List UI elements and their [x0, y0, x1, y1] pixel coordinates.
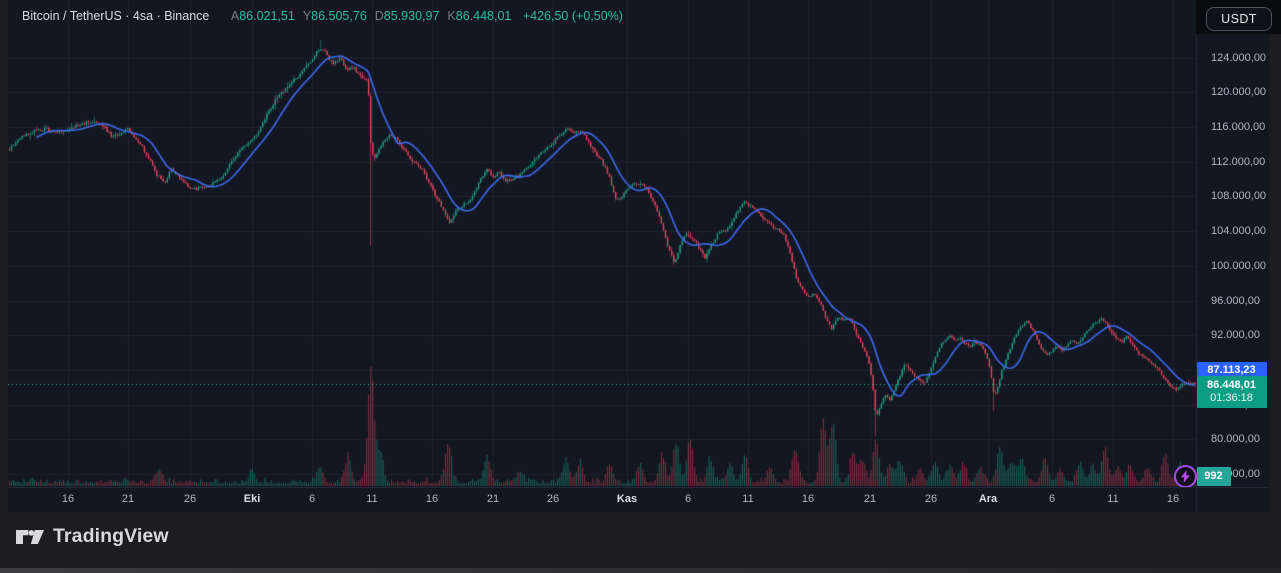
currency-toggle-button[interactable]: USDT	[1206, 7, 1272, 31]
price-axis-label: 124.000,00	[1211, 51, 1267, 64]
tradingview-logo-icon	[16, 529, 44, 544]
price-axis-label: 92.000,00	[1211, 329, 1260, 342]
price-axis-label: 96.000,00	[1211, 294, 1260, 307]
lightning-bolt-icon	[1181, 470, 1190, 483]
time-axis-label: 11	[1107, 493, 1119, 505]
chart-panel: Bitcoin / TetherUS · 4sa · Binance A86.0…	[8, 0, 1281, 512]
time-axis-label: 11	[742, 493, 754, 505]
time-axis-label: 6	[308, 493, 316, 505]
price-chart-canvas[interactable]	[8, 0, 1269, 512]
price-axis-label: 108.000,00	[1211, 190, 1267, 203]
time-axis-label: 11	[366, 493, 378, 505]
price-axis-label: 100.000,00	[1211, 259, 1267, 272]
price-axis[interactable]: 76.000,0080.000,0084.000,0088.000,0092.0…	[1174, 0, 1269, 488]
current-price-value: 86.448,01	[1207, 378, 1256, 391]
time-axis-label: 26	[546, 493, 560, 505]
time-axis-label: 16	[801, 493, 815, 505]
symbol-header: Bitcoin / TetherUS · 4sa · Binance A86.0…	[22, 9, 623, 25]
bar-countdown: 01:36:18	[1210, 391, 1253, 404]
ohlc-label: Y	[302, 9, 312, 23]
volume-badge: 992	[1196, 467, 1231, 486]
time-axis-label: 16	[61, 493, 75, 505]
ohlc-value: 86.021,51	[239, 9, 295, 23]
time-axis-label: Ara	[978, 493, 998, 505]
time-axis-label: Eki	[243, 493, 261, 505]
symbol-title[interactable]: Bitcoin / TetherUS · 4sa · Binance	[22, 9, 210, 23]
time-axis-label: 16	[425, 493, 439, 505]
ohlc-label: K	[447, 9, 456, 23]
time-axis-label: 16	[1166, 493, 1180, 505]
ma-value-badge: 87.113,23	[1196, 361, 1267, 379]
time-axis-label: Kas	[616, 493, 638, 505]
price-change: +426,50 (+0,50%)	[522, 9, 623, 23]
ohlc-value: 85.930,97	[383, 9, 440, 23]
time-axis-label: 6	[684, 493, 692, 505]
price-axis-label: 80.000,00	[1211, 433, 1260, 446]
ohlc-label: D	[374, 9, 384, 23]
price-axis-label: 112.000,00	[1211, 155, 1266, 168]
time-axis-label: 21	[863, 493, 877, 505]
time-axis[interactable]: 16 21 26 Eki 6 11 16 21 26 Kas 6 11 16 21 26 Ara 6 11 16	[8, 487, 1269, 512]
ohlc-value: 86.448,01	[455, 9, 512, 23]
tradingview-logo-text: TradingView	[53, 525, 169, 547]
flash-icon[interactable]	[1174, 465, 1197, 488]
price-axis-label: 104.000,00	[1211, 225, 1267, 238]
time-axis-label: 26	[924, 493, 938, 505]
current-price-badge: 86.448,01 01:36:18	[1196, 375, 1267, 408]
ohlc-label: A	[230, 9, 240, 23]
price-axis-label: 116.000,00	[1211, 120, 1266, 133]
ohlc-value: 86.505,76	[311, 9, 367, 23]
axis-corner: USDT	[1196, 0, 1281, 34]
time-axis-label: 21	[121, 493, 135, 505]
price-axis-label: 120.000,00	[1211, 86, 1267, 99]
window-edge	[0, 568, 1281, 573]
time-axis-label: 21	[486, 493, 500, 505]
time-axis-label: 26	[183, 493, 197, 505]
footer: TradingView	[0, 512, 1281, 573]
tradingview-logo[interactable]: TradingView	[16, 525, 169, 548]
ohlc-values: A86.021,51 Y86.505,76 D85.930,97 K86.448,01	[223, 9, 512, 23]
time-axis-label: 6	[1048, 493, 1056, 505]
